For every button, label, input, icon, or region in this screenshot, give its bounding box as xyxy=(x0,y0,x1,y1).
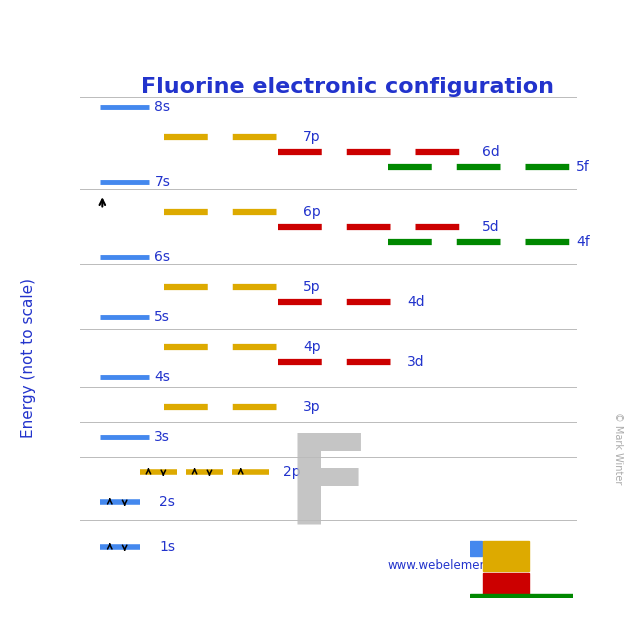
Text: 3p: 3p xyxy=(303,400,321,414)
Text: 8s: 8s xyxy=(154,100,170,114)
Text: 3d: 3d xyxy=(408,355,425,369)
Text: 6p: 6p xyxy=(303,205,321,219)
Text: 6d: 6d xyxy=(482,145,499,159)
Text: 5s: 5s xyxy=(154,310,170,324)
Text: 3s: 3s xyxy=(154,430,170,444)
Text: F: F xyxy=(285,430,371,551)
Text: 4d: 4d xyxy=(408,295,425,309)
Bar xyxy=(470,541,482,556)
Text: 5p: 5p xyxy=(303,280,321,294)
Text: 6s: 6s xyxy=(154,250,170,264)
Text: 7p: 7p xyxy=(303,130,321,144)
Text: Energy (not to scale): Energy (not to scale) xyxy=(21,278,36,438)
Text: Fluorine electronic configuration: Fluorine electronic configuration xyxy=(141,77,554,97)
Text: 4p: 4p xyxy=(303,340,321,354)
Text: www.webelements.com: www.webelements.com xyxy=(387,559,527,572)
Text: 5d: 5d xyxy=(482,220,499,234)
Bar xyxy=(483,541,529,571)
Text: 2s: 2s xyxy=(159,495,175,509)
Text: © Mark Winter: © Mark Winter xyxy=(612,412,623,484)
Text: 4s: 4s xyxy=(154,370,170,384)
Bar xyxy=(483,573,529,595)
Text: 4f: 4f xyxy=(576,235,589,249)
Text: 1s: 1s xyxy=(159,540,175,554)
Text: 2p: 2p xyxy=(283,465,301,479)
Text: 5f: 5f xyxy=(576,160,589,174)
Bar xyxy=(470,593,573,598)
Text: 7s: 7s xyxy=(154,175,170,189)
